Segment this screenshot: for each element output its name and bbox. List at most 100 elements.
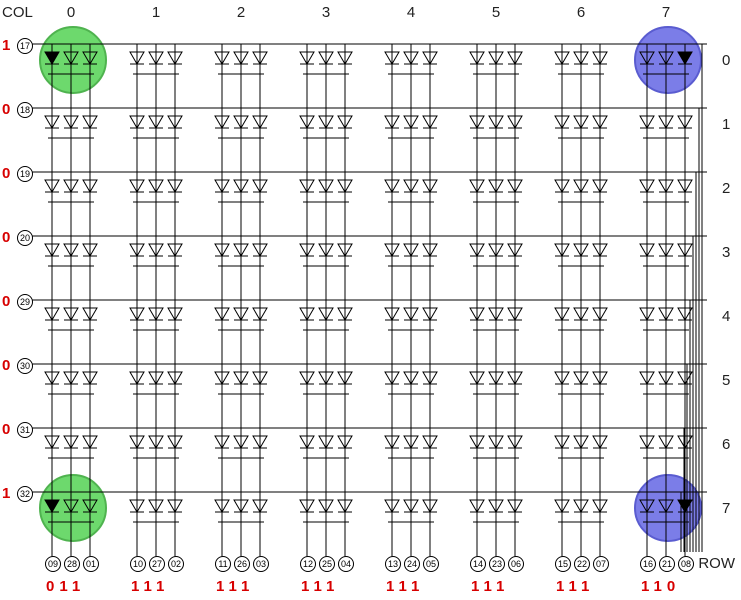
row-pin: 30 [17, 358, 33, 374]
led-cell [295, 232, 357, 276]
led-cell [550, 296, 612, 340]
led-cell [125, 424, 187, 468]
led-cell [210, 488, 272, 532]
row-pin: 18 [17, 102, 33, 118]
led-cell [380, 104, 442, 148]
led-cell [125, 40, 187, 84]
col-pin: 26 [234, 556, 250, 572]
led-cell [40, 104, 102, 148]
col-bit: 1 [229, 578, 242, 595]
led-cell [125, 104, 187, 148]
row-bit: 0 [2, 421, 10, 438]
row-pin: 19 [17, 166, 33, 182]
led-cell [40, 168, 102, 212]
col-pin: 11 [215, 556, 231, 572]
col-bit: 1 [301, 578, 314, 595]
led-cell [635, 296, 697, 340]
led-cell [380, 488, 442, 532]
led-cell [635, 488, 697, 532]
col-bit: 1 [386, 578, 399, 595]
led-cell [40, 40, 102, 84]
led-cell [295, 168, 357, 212]
led-cell [210, 40, 272, 84]
col-bit: 1 [496, 578, 509, 595]
col-bit: 0 [667, 578, 680, 595]
col-bit: 1 [216, 578, 229, 595]
col-bits: 110 [641, 578, 680, 595]
led-cell [380, 296, 442, 340]
bus-wires [0, 0, 741, 600]
col-bit: 1 [556, 578, 569, 595]
led-cell [635, 104, 697, 148]
col-bit: 1 [314, 578, 327, 595]
col-pin: 07 [593, 556, 609, 572]
col-pin: 14 [470, 556, 486, 572]
col-bit: 1 [131, 578, 144, 595]
col-pin: 09 [45, 556, 61, 572]
row-bit: 0 [2, 229, 10, 246]
col-bit: 1 [641, 578, 654, 595]
col-bits: 011 [46, 578, 85, 595]
col-bit: 1 [471, 578, 484, 595]
led-cell [380, 168, 442, 212]
led-cell [550, 360, 612, 404]
led-cell [210, 104, 272, 148]
led-cell [125, 296, 187, 340]
led-cell [210, 168, 272, 212]
led-cell [295, 488, 357, 532]
row-bit: 1 [2, 37, 10, 54]
col-bits: 111 [216, 578, 254, 595]
led-cell [635, 360, 697, 404]
led-cell [465, 232, 527, 276]
col-pin: 10 [130, 556, 146, 572]
col-bit: 1 [654, 578, 667, 595]
col-pin: 06 [508, 556, 524, 572]
led-cell [210, 424, 272, 468]
led-cell [550, 104, 612, 148]
col-bit: 1 [156, 578, 169, 595]
led-cell [465, 424, 527, 468]
col-bits: 111 [131, 578, 169, 595]
row-pin: 29 [17, 294, 33, 310]
col-pin: 05 [423, 556, 439, 572]
col-pin: 25 [319, 556, 335, 572]
led-cell [295, 296, 357, 340]
led-cell [210, 360, 272, 404]
row-pin: 17 [17, 38, 33, 54]
col-bit: 1 [326, 578, 339, 595]
col-bits: 111 [301, 578, 339, 595]
col-bit: 1 [569, 578, 582, 595]
col-pin: 08 [678, 556, 694, 572]
led-cell [550, 232, 612, 276]
led-cell [210, 232, 272, 276]
led-cell [295, 104, 357, 148]
led-matrix-diagram: COL ROW 01234567012345671711801902002903… [0, 0, 741, 600]
col-bit: 0 [46, 578, 59, 595]
col-pin: 24 [404, 556, 420, 572]
led-cell [550, 168, 612, 212]
led-cell [380, 232, 442, 276]
col-bit: 1 [72, 578, 85, 595]
col-bit: 1 [581, 578, 594, 595]
col-pin: 03 [253, 556, 269, 572]
col-bit: 1 [59, 578, 72, 595]
led-cell [40, 296, 102, 340]
col-bit: 1 [411, 578, 424, 595]
col-pin: 12 [300, 556, 316, 572]
col-bit: 1 [241, 578, 254, 595]
row-bit: 0 [2, 101, 10, 118]
led-cell [550, 424, 612, 468]
col-bits: 111 [556, 578, 594, 595]
row-bit: 0 [2, 165, 10, 182]
led-cell [295, 40, 357, 84]
led-cell [40, 424, 102, 468]
led-cell [635, 424, 697, 468]
col-pin: 27 [149, 556, 165, 572]
row-bit: 1 [2, 485, 10, 502]
col-bit: 1 [399, 578, 412, 595]
row-pin: 20 [17, 230, 33, 246]
col-pin: 15 [555, 556, 571, 572]
col-bit: 1 [144, 578, 157, 595]
led-cell [125, 232, 187, 276]
led-cell [125, 360, 187, 404]
